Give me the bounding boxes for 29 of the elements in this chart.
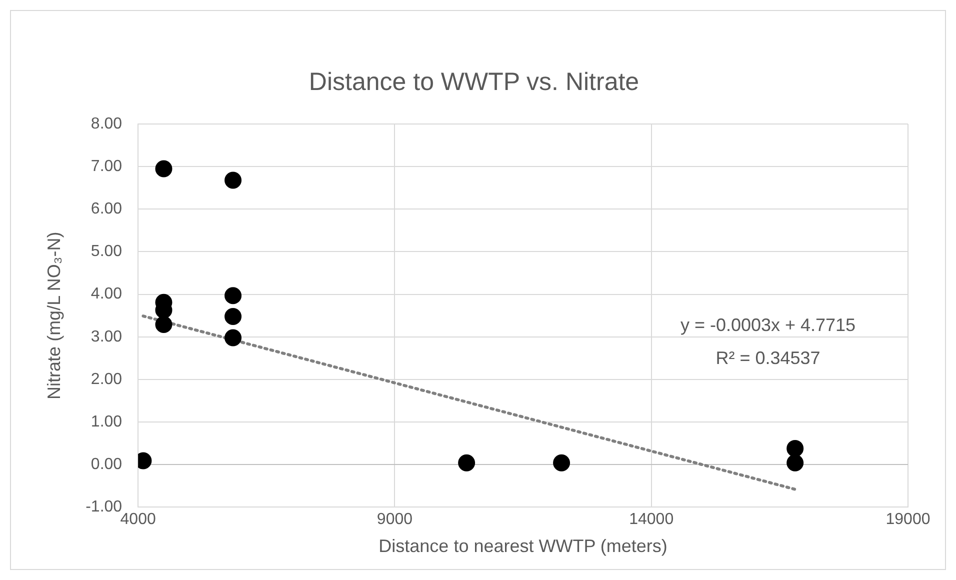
point [786, 440, 804, 457]
point [155, 316, 172, 334]
y-tick-label: 1.00 [90, 413, 122, 430]
y-tick-label: -1.00 [86, 498, 122, 516]
point [224, 287, 242, 304]
y-tick-label: 0.00 [90, 456, 122, 474]
annotation: R² = 0.34537 [716, 348, 820, 368]
point [224, 172, 242, 189]
y-tick-label: 3.00 [90, 328, 122, 346]
point [224, 308, 242, 325]
point [155, 160, 172, 178]
x-tick-label: 4000 [120, 511, 156, 528]
point [224, 329, 242, 346]
point [786, 454, 804, 472]
y-tick-label: 2.00 [90, 370, 122, 388]
y-axis-title: Nitrate (mg/L NO₃-N) [44, 232, 64, 400]
point [458, 454, 476, 472]
x-axis-title: Distance to nearest WWTP (meters) [378, 536, 668, 556]
x-tick-label: 19000 [886, 511, 930, 528]
point [553, 454, 570, 472]
annotation: y = -0.0003x + 4.7715 [680, 314, 856, 335]
y-tick-label: 8.00 [90, 115, 122, 132]
x-tick-label: 9000 [376, 511, 413, 528]
chart-title: Distance to WWTP vs. Nitrate [308, 68, 640, 96]
y-tick-label: 6.00 [90, 200, 122, 218]
y-tick-label: 4.00 [90, 286, 122, 303]
y-tick-label: 5.00 [90, 243, 122, 260]
y-tick-label: 7.00 [90, 158, 122, 175]
x-tick-label: 14000 [629, 511, 674, 528]
